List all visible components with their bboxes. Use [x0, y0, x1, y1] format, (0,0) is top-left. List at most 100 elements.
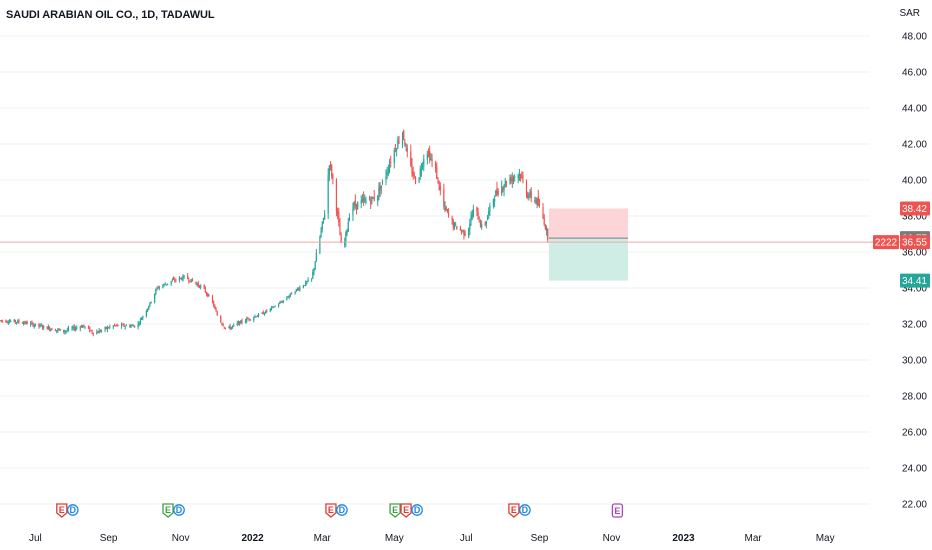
candle-body — [123, 323, 125, 327]
candle — [213, 300, 215, 308]
candle — [419, 165, 421, 180]
candle — [113, 323, 116, 327]
candle-body — [453, 222, 456, 229]
symbol-badge[interactable]: 2222 — [873, 235, 899, 250]
dividend-icon[interactable]: D — [336, 504, 348, 516]
marker-shield — [162, 503, 174, 518]
marker-shield — [56, 503, 68, 518]
candle — [469, 218, 471, 236]
candle — [18, 318, 20, 324]
candle-body — [7, 322, 9, 324]
dividend-circle — [519, 504, 531, 516]
dividend-icon[interactable]: D — [66, 504, 79, 516]
candle-body — [155, 289, 157, 294]
split-icon[interactable]: E — [389, 503, 401, 518]
candle-body — [120, 324, 123, 327]
candle — [420, 162, 423, 177]
candle-body — [105, 326, 107, 329]
candle — [512, 175, 515, 185]
dividend-icon[interactable]: D — [411, 504, 423, 516]
candle-body — [59, 329, 61, 331]
candle — [47, 324, 49, 330]
price-axis[interactable]: 48.00 46.00 44.00 42.00 40.00 38.00 36.00 34.00… — [873, 8, 930, 511]
candle-body — [468, 228, 470, 238]
candle — [436, 162, 438, 180]
candle — [468, 227, 470, 239]
candle — [197, 280, 199, 288]
time-axis[interactable]: Jul Sep Nov 2022 Mar May Jul Sep Nov 2023 Mar May — [29, 533, 835, 544]
candle-body — [220, 315, 222, 323]
candle — [87, 325, 90, 330]
candle — [100, 329, 103, 333]
candle-body — [471, 214, 473, 219]
marker-letter: E — [403, 505, 409, 515]
candle — [187, 272, 189, 280]
candle-body — [71, 328, 73, 329]
candle — [505, 180, 508, 188]
candle — [393, 147, 395, 169]
candle-body — [57, 329, 59, 331]
candle — [279, 301, 281, 305]
candle — [434, 160, 437, 173]
candle-body — [171, 280, 173, 282]
candle — [357, 201, 359, 210]
candle — [403, 129, 405, 141]
take-profit-zone[interactable] — [548, 238, 629, 281]
target-price-badge[interactable]: 34.41 — [900, 273, 930, 288]
position-tool[interactable] — [548, 208, 629, 281]
candle — [528, 192, 530, 201]
candle-body — [295, 289, 297, 292]
earnings-icon[interactable]: E — [325, 503, 337, 518]
candle — [446, 208, 448, 214]
candle — [261, 312, 263, 314]
candle-body — [149, 302, 151, 307]
candle — [396, 147, 398, 157]
candle — [273, 306, 275, 308]
candle — [215, 306, 217, 312]
candle — [418, 177, 420, 184]
candle — [320, 227, 322, 238]
candle-body — [360, 200, 362, 204]
stop-price-badge[interactable]: 38.42 — [900, 201, 930, 216]
candle — [132, 324, 134, 327]
candle — [21, 321, 24, 324]
candle-body — [84, 326, 86, 328]
candle-body — [277, 304, 280, 307]
dividend-icon[interactable]: D — [173, 504, 185, 516]
candle-body — [246, 318, 248, 322]
earnings-icon[interactable]: E — [400, 503, 412, 518]
candle — [220, 315, 222, 323]
candle — [282, 300, 284, 304]
candle-body — [32, 323, 34, 327]
earnings-icon[interactable]: E — [508, 503, 520, 518]
candle — [1, 319, 3, 323]
candle — [164, 282, 166, 286]
candle-body — [337, 210, 339, 214]
candle — [372, 197, 374, 199]
candle-body — [429, 150, 431, 161]
candle — [189, 280, 191, 283]
candle-body — [530, 191, 532, 199]
candle — [211, 294, 214, 304]
candle-body — [112, 325, 114, 328]
candle — [7, 320, 9, 325]
last-price-badge-text: 36.55 — [902, 238, 927, 249]
split-icon[interactable]: E — [162, 503, 174, 518]
candle-body — [131, 325, 133, 327]
dividend-icon[interactable]: D — [519, 504, 531, 516]
candle — [328, 164, 330, 182]
candle — [131, 323, 133, 327]
candle-body — [5, 320, 7, 323]
candle-body — [214, 305, 216, 309]
stop-loss-zone[interactable] — [548, 208, 629, 239]
earnings-icon[interactable]: E — [56, 503, 68, 518]
y-tick-label: 36.00 — [902, 248, 927, 259]
y-tick-label: 24.00 — [902, 464, 927, 475]
candle — [92, 332, 94, 337]
candle — [340, 232, 342, 244]
candle-body — [364, 199, 366, 202]
economic-event-icon[interactable]: E — [611, 503, 624, 518]
candle-body — [96, 331, 98, 335]
last-price-badge[interactable]: 36.55 — [900, 235, 930, 250]
